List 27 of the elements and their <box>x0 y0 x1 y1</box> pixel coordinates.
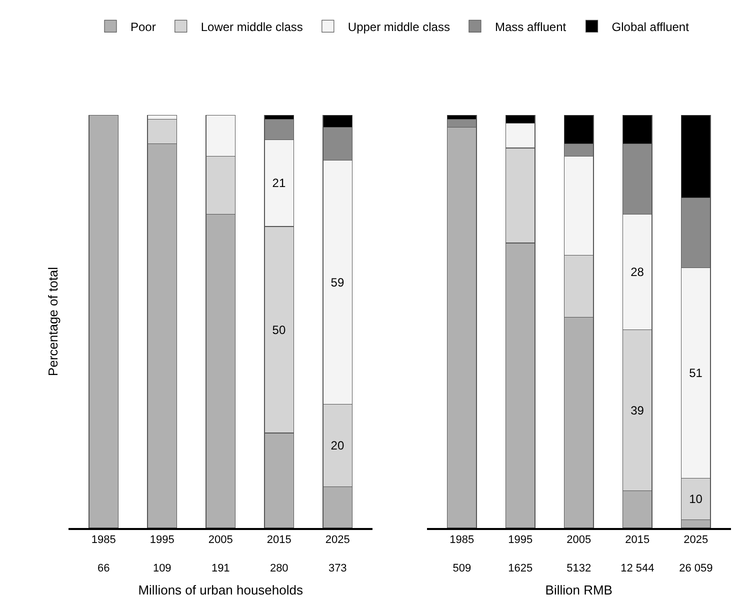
data-label: 39 <box>630 403 644 418</box>
data-label: 21 <box>272 176 286 190</box>
legend-label: Upper middle class <box>348 20 450 34</box>
legend-label: Mass affluent <box>494 20 567 34</box>
category-label: 1985 509 <box>450 534 474 575</box>
data-label: 28 <box>630 264 644 279</box>
category-label: 2005 5132 <box>566 534 592 575</box>
category-label: 2025 373 <box>325 534 350 575</box>
category-label: 1995 109 <box>150 534 174 575</box>
x-axis-title: Billion RMB <box>545 582 612 598</box>
category-label: 2005 191 <box>208 534 233 575</box>
category-label: 2015 12 544 <box>620 534 654 575</box>
legend-label: Poor <box>130 20 156 34</box>
category-label: 1995 1625 <box>508 534 533 575</box>
bar <box>88 115 119 528</box>
category-label: 1985 66 <box>91 534 116 575</box>
data-label: 10 <box>689 492 703 506</box>
data-label: 51 <box>689 366 703 380</box>
legend-label: Global affluent <box>612 20 690 34</box>
data-label: 20 <box>330 438 344 452</box>
category-label: 2015 280 <box>266 534 292 575</box>
category-label: 2025 26 059 <box>679 534 713 575</box>
x-axis-title: Millions of urban households <box>138 582 304 598</box>
y-axis-title: Percentage of total <box>45 266 60 376</box>
data-label: 50 <box>272 322 286 337</box>
legend-label: Lower middle class <box>200 20 303 34</box>
data-label: 59 <box>330 275 344 290</box>
